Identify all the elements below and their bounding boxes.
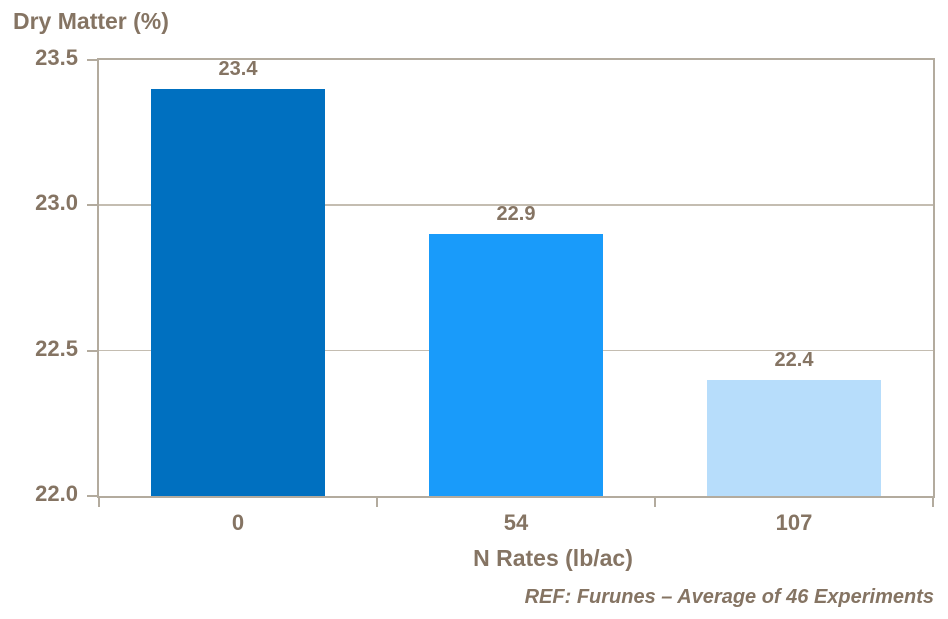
chart-title: Dry Matter (%) [13,8,169,34]
y-axis-tick [87,495,97,497]
x-axis-tick [932,498,934,507]
bar-value-label: 23.4 [218,58,258,81]
y-axis-tick-label: 23.5 [35,45,78,70]
bar-value-label: 22.9 [496,203,536,226]
x-axis-tick [376,498,378,507]
x-axis-tick [654,498,656,507]
x-axis-title: N Rates (lb/ac) [473,545,633,571]
plot-area: 23.4 0 22.9 54 22.4 107 [87,58,935,535]
y-axis-tick-label: 22.0 [35,481,78,506]
y-axis-tick [87,349,97,352]
x-axis-tick-label: 0 [231,510,245,535]
y-axis-labels: 22.0 22.5 23.0 23.5 [0,45,78,506]
y-axis-tick [87,59,97,61]
x-axis-tick [98,498,100,507]
reference-note: REF: Furunes – Average of 46 Experiments [524,586,934,608]
gridline [99,204,933,206]
bar-value-label: 22.4 [774,348,814,371]
x-axis-tick-label: 107 [775,510,813,535]
bar [707,379,881,496]
y-axis-tick-label: 23.0 [35,190,78,216]
bar [151,89,325,496]
bar [429,234,603,496]
x-axis-tick-label: 54 [503,510,529,535]
y-axis-tick [87,204,97,207]
y-axis-tick-label: 22.5 [35,335,78,361]
